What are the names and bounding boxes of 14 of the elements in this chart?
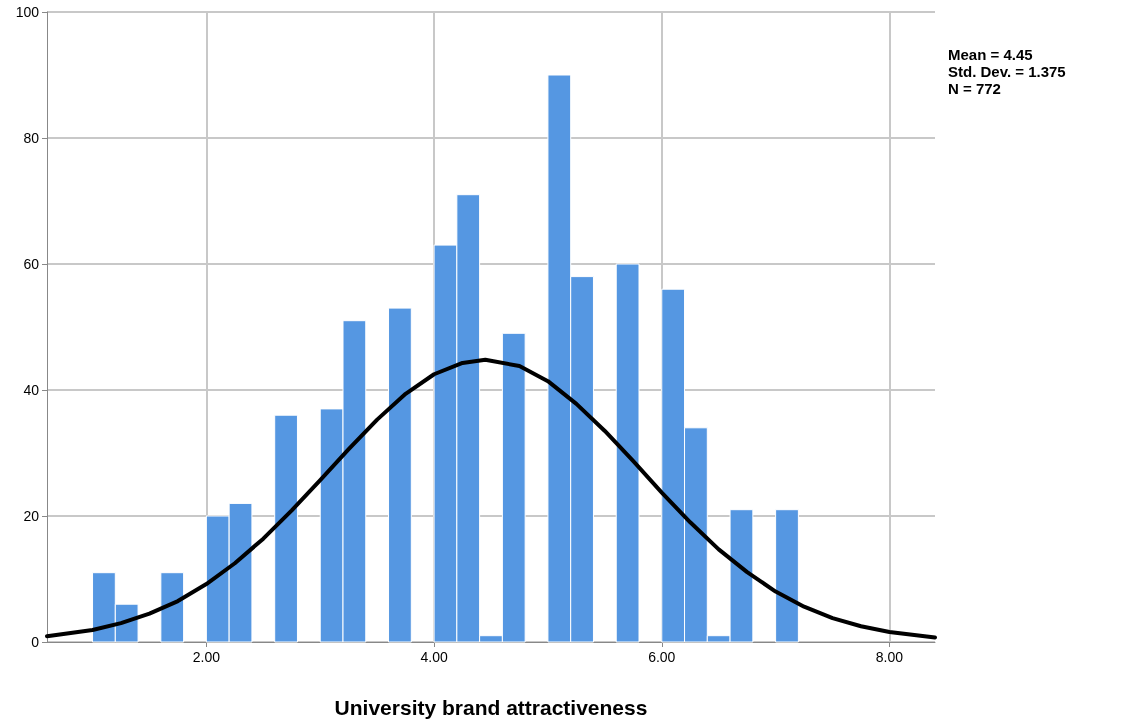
y-tick-label: 0 [31, 634, 40, 650]
x-tick-label: 6.00 [648, 649, 676, 665]
y-tick-label: 20 [23, 508, 40, 524]
y-tick-label: 100 [15, 4, 40, 20]
text: Mean = 4.45 [948, 46, 1033, 63]
text: N = 772 [948, 80, 1001, 97]
y-tick-label: 60 [23, 256, 40, 272]
y-tick-label: 40 [23, 382, 40, 398]
y-tick-label: 80 [23, 130, 40, 146]
x-tick-label: 8.00 [875, 649, 904, 665]
x-tick-label: 4.00 [420, 649, 448, 665]
x-tick-label: 2.00 [192, 649, 221, 665]
text: Std. Dev. = 1.375 [948, 63, 1066, 80]
x-axis-title: University brand attractiveness [334, 696, 648, 719]
